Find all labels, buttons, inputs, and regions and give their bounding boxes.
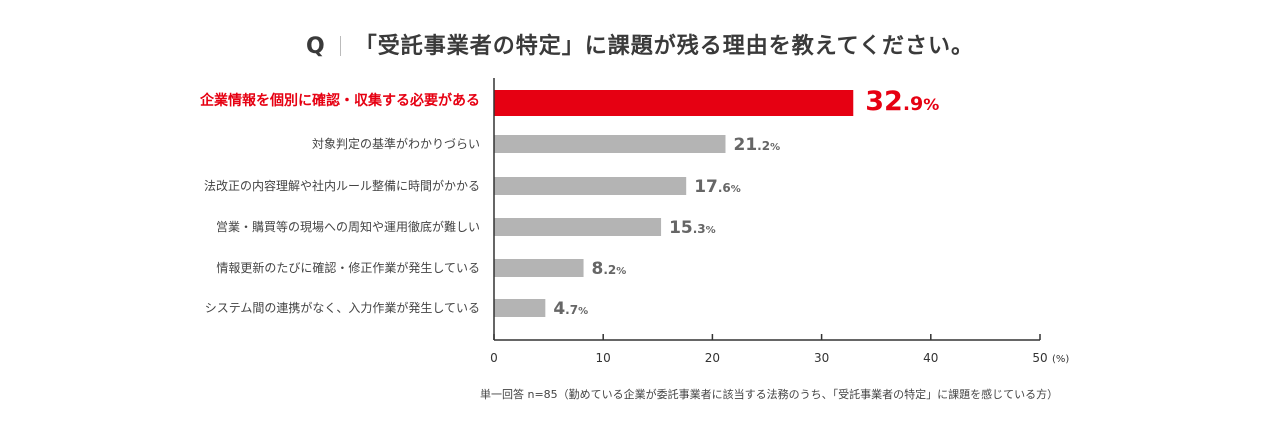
x-axis-unit: (%) (1052, 354, 1069, 365)
value-label-4: 15.3% (669, 218, 716, 238)
bar-6 (494, 299, 546, 317)
x-tick-label-0: 0 (490, 351, 498, 365)
category-label-1: 企業情報を個別に確認・収集する必要がある (199, 92, 480, 109)
x-tick-label-30: 30 (814, 351, 829, 365)
footnote: 単一回答 n=85（勤めている企業が委託事業者に該当する法務のうち、「受託事業者… (480, 388, 1059, 401)
value-label-3: 17.6% (694, 177, 741, 197)
bar-4 (494, 218, 662, 236)
chart-title: Q 「受託事業者の特定」に課題が残る理由を教えてください。 (0, 28, 1280, 60)
x-tick-label-50: 50 (1032, 351, 1047, 365)
bar-2 (494, 135, 726, 153)
category-label-2: 対象判定の基準がわかりづらい (312, 136, 480, 151)
bar-5 (494, 259, 584, 277)
category-label-4: 営業・購買等の現場への周知や運用徹底が難しい (216, 219, 480, 234)
value-label-1: 32.9% (865, 86, 939, 117)
x-tick-label-10: 10 (596, 351, 611, 365)
bar-1 (494, 90, 854, 116)
question-text: 「受託事業者の特定」に課題が残る理由を教えてください。 (354, 34, 974, 59)
bar-3 (494, 177, 687, 195)
title-divider (339, 36, 341, 56)
category-label-5: 情報更新のたびに確認・修正作業が発生している (216, 260, 480, 275)
category-label-3: 法改正の内容理解や社内ルール整備に時間がかかる (204, 178, 480, 193)
question-marker: Q (306, 34, 326, 59)
value-label-6: 4.7% (553, 299, 588, 319)
value-label-2: 21.2% (734, 135, 781, 155)
value-label-5: 8.2% (592, 259, 627, 279)
x-tick-label-40: 40 (923, 351, 938, 365)
category-label-6: システム間の連携がなく、入力作業が発生している (205, 300, 480, 315)
x-tick-label-20: 20 (705, 351, 720, 365)
